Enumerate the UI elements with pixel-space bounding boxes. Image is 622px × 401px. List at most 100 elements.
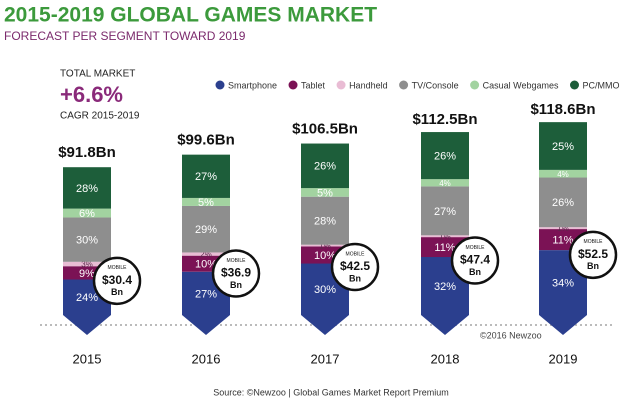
bar-segment xyxy=(63,217,111,262)
segment-label: 26% xyxy=(552,197,574,209)
mobile-unit: Bn xyxy=(349,273,361,283)
mobile-value: $52.5 xyxy=(578,247,608,261)
annotation-caption: CAGR 2015-2019 xyxy=(60,111,140,122)
x-tick-label: 2019 xyxy=(549,351,578,366)
bar-segment xyxy=(301,143,349,189)
bar-segment xyxy=(182,205,230,253)
legend-label: Tablet xyxy=(301,80,326,90)
segment-label: 27% xyxy=(195,288,217,300)
legend-swatch xyxy=(399,80,409,90)
mobile-value: $30.4 xyxy=(102,273,132,287)
segment-label: 9% xyxy=(79,268,95,280)
segment-label: 4% xyxy=(439,179,451,188)
x-tick-label: 2017 xyxy=(311,351,340,366)
segment-label: 5% xyxy=(198,197,214,209)
mobile-value: $42.5 xyxy=(340,259,370,273)
legend-swatch xyxy=(336,80,346,90)
segment-label: 11% xyxy=(552,234,573,246)
bar-segment xyxy=(182,154,230,198)
segment-label: 27% xyxy=(434,206,456,218)
bar-segment xyxy=(421,179,469,187)
mobile-heading: MOBILE xyxy=(346,251,366,257)
legend-label: Handheld xyxy=(349,80,388,90)
bar-segment xyxy=(539,177,587,228)
segment-label: 10% xyxy=(314,250,336,262)
mobile-badge xyxy=(568,230,618,280)
mobile-unit: Bn xyxy=(469,267,481,277)
total-label: $99.6Bn xyxy=(177,132,235,149)
total-label: $106.5Bn xyxy=(292,121,358,138)
total-label: $112.5Bn xyxy=(412,111,477,128)
segment-label: 26% xyxy=(314,161,336,173)
mobile-heading: MOBILE xyxy=(584,239,604,245)
segment-label: 1% xyxy=(439,232,451,241)
legend-swatch xyxy=(288,80,298,90)
mobile-unit: Bn xyxy=(230,280,242,290)
bar-segment xyxy=(421,186,469,236)
mobile-heading: MOBILE xyxy=(227,258,247,264)
bar-segment xyxy=(421,132,469,180)
segment-label: 10% xyxy=(195,259,217,271)
segment-label: 24% xyxy=(76,292,98,304)
bar-segment xyxy=(63,208,111,218)
legend-swatch xyxy=(570,80,579,90)
bar-segment xyxy=(539,122,587,170)
annotation-value: +6.6% xyxy=(60,82,123,107)
segment-label: 11% xyxy=(434,242,455,254)
total-label: $118.6Bn xyxy=(530,101,595,118)
legend-label: Smartphone xyxy=(228,80,277,90)
segment-label: 1% xyxy=(319,242,331,251)
bar-segment xyxy=(421,235,469,238)
bar-segment xyxy=(301,196,349,245)
mobile-badge xyxy=(330,242,380,292)
bar-segment xyxy=(539,169,587,178)
legend-swatch xyxy=(470,80,480,90)
chart-title: 2015-2019 GLOBAL GAMES MARKET xyxy=(4,4,377,27)
segment-label: 29% xyxy=(195,224,217,236)
source: Source: ©Newzoo | Global Games Market Re… xyxy=(213,387,449,397)
mobile-value: $47.4 xyxy=(460,253,490,267)
segment-label: 2% xyxy=(200,250,212,259)
annotation-heading: TOTAL MARKET xyxy=(60,69,135,80)
legend-label: PC/MMO xyxy=(583,80,620,90)
copyright: ©2016 Newzoo xyxy=(480,330,542,340)
mobile-badge xyxy=(211,249,261,298)
bar-segment xyxy=(301,188,349,197)
segment-label: 4% xyxy=(557,170,569,179)
mobile-heading: MOBILE xyxy=(466,245,486,251)
x-tick-label: 2016 xyxy=(192,351,221,366)
chart-subtitle: FORECAST PER SEGMENT TOWARD 2019 xyxy=(4,29,246,43)
bar-segment xyxy=(182,252,230,256)
bar-segment xyxy=(539,250,587,335)
mobile-value: $36.9 xyxy=(221,266,251,280)
segment-label: 34% xyxy=(552,277,574,289)
mobile-badge xyxy=(92,256,142,306)
total-label: $91.8Bn xyxy=(58,144,116,161)
bar-segment xyxy=(301,244,349,247)
segment-label: 25% xyxy=(552,141,574,153)
segment-label: 32% xyxy=(434,281,456,293)
mobile-unit: Bn xyxy=(111,287,123,297)
mobile-badge xyxy=(450,236,500,285)
segment-label: 5% xyxy=(317,187,333,199)
segment-label: 30% xyxy=(314,284,336,296)
x-tick-label: 2018 xyxy=(431,351,460,366)
mobile-unit: Bn xyxy=(587,261,599,271)
segment-label: 28% xyxy=(76,183,98,195)
segment-label: 6% xyxy=(79,208,95,220)
legend-label: TV/Console xyxy=(412,80,459,90)
bar-segment xyxy=(539,227,587,230)
mobile-heading: MOBILE xyxy=(108,265,128,271)
bar-segment xyxy=(182,197,230,206)
bar-segment xyxy=(63,261,111,267)
bar-segment xyxy=(63,167,111,209)
x-tick-label: 2015 xyxy=(73,351,102,366)
segment-label: 3% xyxy=(81,260,93,269)
legend-label: Casual Webgames xyxy=(483,80,559,90)
legend-swatch xyxy=(215,80,225,90)
segment-label: 27% xyxy=(195,171,217,183)
segment-label: 30% xyxy=(76,235,98,247)
segment-label: 28% xyxy=(314,216,336,228)
